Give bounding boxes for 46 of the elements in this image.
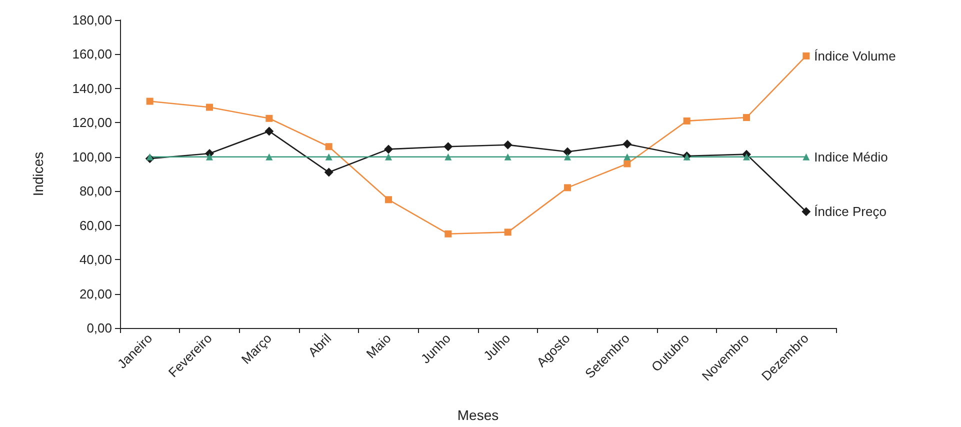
point bbox=[743, 114, 750, 122]
y-tick-label: 140,00 bbox=[72, 80, 112, 96]
point bbox=[266, 153, 273, 160]
y-tick-label: 60,00 bbox=[79, 218, 112, 233]
point bbox=[444, 142, 453, 152]
point bbox=[264, 126, 274, 136]
point bbox=[624, 160, 631, 168]
point bbox=[564, 184, 571, 192]
point bbox=[624, 153, 631, 160]
point bbox=[444, 230, 452, 238]
point bbox=[802, 153, 810, 160]
y-tick-label: 80,00 bbox=[79, 184, 112, 199]
point bbox=[444, 153, 452, 160]
point bbox=[504, 153, 512, 160]
point bbox=[146, 98, 154, 105]
point bbox=[384, 144, 393, 154]
point bbox=[503, 140, 512, 150]
y-axis-title: Indices bbox=[30, 152, 46, 196]
point bbox=[743, 153, 750, 160]
point bbox=[385, 153, 392, 160]
y-tick-label: 180,00 bbox=[72, 12, 112, 28]
y-tick-label: 100,00 bbox=[72, 149, 112, 164]
point bbox=[802, 207, 811, 216]
point bbox=[206, 153, 213, 160]
point bbox=[206, 104, 213, 111]
point bbox=[266, 114, 273, 122]
x-axis-title: Meses bbox=[457, 407, 499, 423]
point bbox=[324, 168, 334, 177]
point bbox=[563, 147, 572, 156]
point bbox=[146, 153, 154, 160]
series-label: Índice Preço bbox=[814, 204, 886, 220]
y-tick-label: 160,00 bbox=[72, 46, 112, 62]
series-label: Índice Volume bbox=[814, 48, 896, 64]
point bbox=[564, 153, 571, 160]
y-tick-label: 0,00 bbox=[86, 320, 112, 336]
point bbox=[802, 52, 810, 60]
point bbox=[385, 196, 392, 204]
point bbox=[325, 153, 332, 160]
point bbox=[683, 117, 690, 124]
series-label: Indice Médio bbox=[814, 149, 888, 164]
point bbox=[622, 140, 632, 149]
y-tick-label: 120,00 bbox=[72, 115, 112, 130]
point bbox=[325, 143, 332, 150]
y-tick-label: 20,00 bbox=[79, 286, 112, 302]
y-tick-label: 40,00 bbox=[79, 252, 112, 268]
point bbox=[504, 228, 512, 236]
